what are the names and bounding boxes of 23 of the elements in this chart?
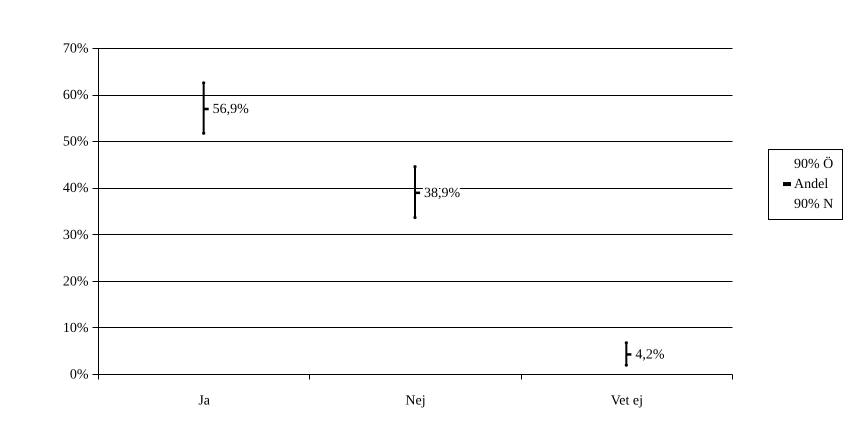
x-tick-label: Nej xyxy=(405,394,426,408)
data-label: 38,9% xyxy=(424,186,460,201)
y-tick-label: 10% xyxy=(62,320,89,336)
y-tick-label: 30% xyxy=(62,228,89,243)
y-tick-label: 40% xyxy=(62,181,89,196)
y-tick-label: 60% xyxy=(62,88,89,104)
point xyxy=(413,165,417,168)
point xyxy=(413,216,417,220)
y-tick-label: 0% xyxy=(70,368,89,382)
x-tick-label: Ja xyxy=(198,394,211,408)
point xyxy=(624,341,628,344)
y-tick-label: 50% xyxy=(62,134,89,150)
data-label: 56,9% xyxy=(212,102,250,118)
point xyxy=(202,81,206,85)
point xyxy=(624,364,628,367)
text: 90% Ö xyxy=(794,156,834,172)
text: 90% N xyxy=(794,197,834,212)
y-tick-label: 20% xyxy=(62,274,89,290)
y-tick-label: 70% xyxy=(62,42,89,56)
legend-label: Andel xyxy=(794,177,828,192)
x-tick-label: Vet ej xyxy=(610,394,643,408)
data-label: 4,2% xyxy=(635,347,665,362)
point xyxy=(202,132,206,135)
